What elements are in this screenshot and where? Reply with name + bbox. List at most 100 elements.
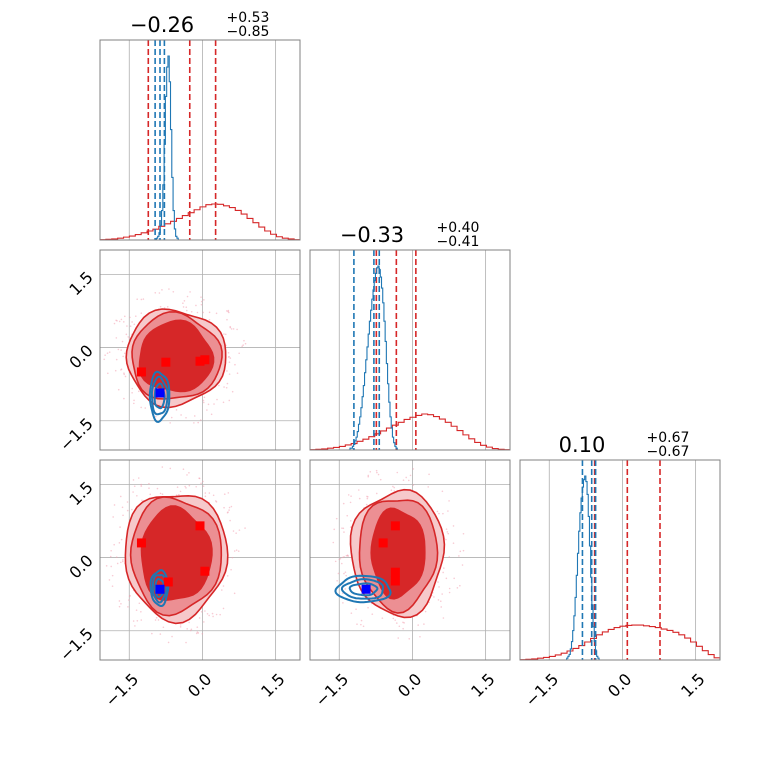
contour-b-level-1 (154, 577, 165, 599)
sample-point (186, 628, 189, 630)
sample-point (211, 612, 214, 615)
sample-point (221, 589, 223, 591)
marker-a (163, 577, 173, 587)
x-tick-label: 0.0 (184, 670, 215, 701)
sample-point (185, 306, 188, 308)
sample-point (334, 560, 337, 563)
sample-point (131, 508, 133, 511)
sample-point (367, 474, 370, 477)
sample-point (346, 554, 349, 557)
panel-title-median: 0.10 (559, 433, 606, 457)
sample-point (235, 532, 237, 534)
sample-point (225, 386, 228, 389)
sample-point (344, 571, 347, 573)
y-tick-label: 1.5 (65, 268, 96, 299)
sample-point (341, 562, 343, 565)
sample-point (198, 617, 201, 619)
sample-point (350, 612, 353, 614)
sample-point (159, 492, 162, 495)
sample-point (243, 339, 245, 342)
sample-point (140, 610, 142, 613)
sample-point (117, 388, 120, 391)
sample-point (375, 469, 378, 472)
sample-point (339, 557, 342, 560)
sample-point (337, 572, 340, 575)
sample-point (204, 610, 206, 612)
sample-point (133, 323, 136, 326)
sample-point (158, 292, 161, 294)
sample-point (203, 621, 205, 623)
sample-point (232, 328, 235, 330)
sample-point (236, 328, 238, 331)
sample-point (156, 487, 159, 490)
histogram-panel-1 (99, 39, 301, 241)
sample-point (336, 579, 338, 582)
sample-point (200, 610, 203, 613)
contour-panel-1-3 (99, 459, 301, 661)
sample-point (159, 633, 162, 635)
panel-title-median: −0.26 (130, 13, 194, 37)
sample-point (119, 495, 122, 498)
sample-point (202, 399, 205, 402)
sample-point (197, 421, 199, 424)
sample-point (238, 529, 241, 531)
sample-point (212, 494, 215, 497)
sample-point (175, 409, 178, 411)
sample-point (231, 556, 234, 559)
y-tick-label: −1.5 (56, 414, 97, 455)
sample-point (447, 510, 449, 512)
sample-point (180, 414, 182, 416)
sample-point (231, 390, 234, 393)
sample-point (369, 471, 372, 473)
sample-point (409, 474, 412, 477)
sample-point (116, 562, 119, 565)
panel-title-plus: +0.53 (227, 10, 270, 26)
sample-point (437, 599, 440, 601)
sample-point (219, 613, 221, 616)
sample-point (203, 299, 205, 301)
panel-frame (99, 249, 301, 451)
sample-point (182, 468, 185, 471)
sample-point (132, 620, 135, 622)
sample-point (155, 616, 158, 619)
marker-a (136, 538, 146, 548)
sample-point (218, 384, 220, 387)
sample-point (228, 373, 231, 375)
sample-point (357, 489, 360, 491)
marker-a (136, 367, 146, 377)
sample-point (216, 398, 218, 401)
x-tick-label: 1.5 (257, 670, 288, 701)
sample-point (433, 596, 435, 598)
sample-point (355, 608, 357, 610)
sample-point (176, 486, 179, 488)
sample-point (223, 506, 225, 509)
sample-point (171, 635, 173, 638)
sample-point (108, 351, 111, 353)
sample-point (121, 560, 124, 563)
sample-point (179, 490, 182, 493)
sample-point (443, 567, 445, 569)
sample-point (408, 637, 411, 640)
sample-point (125, 333, 128, 336)
sample-point (223, 386, 225, 388)
x-tick-label: −1.5 (101, 670, 142, 711)
sample-point (202, 311, 204, 314)
sample-point (228, 506, 231, 509)
sample-point (200, 482, 202, 485)
sample-point (215, 501, 218, 503)
sample-point (233, 550, 236, 552)
sample-point (167, 641, 170, 644)
contour-panel-2-3 (309, 459, 511, 661)
marker-a (378, 538, 388, 548)
marker-a (195, 356, 205, 366)
sample-point (228, 399, 231, 402)
sample-point (343, 531, 345, 533)
histogram-panel-3 (519, 459, 721, 661)
sample-point (121, 340, 124, 343)
sample-point (232, 530, 235, 532)
sample-point (118, 600, 121, 602)
sample-point (126, 325, 128, 327)
sample-point (131, 387, 134, 390)
x-tick-label: 1.5 (467, 670, 498, 701)
histogram-a (310, 413, 510, 450)
